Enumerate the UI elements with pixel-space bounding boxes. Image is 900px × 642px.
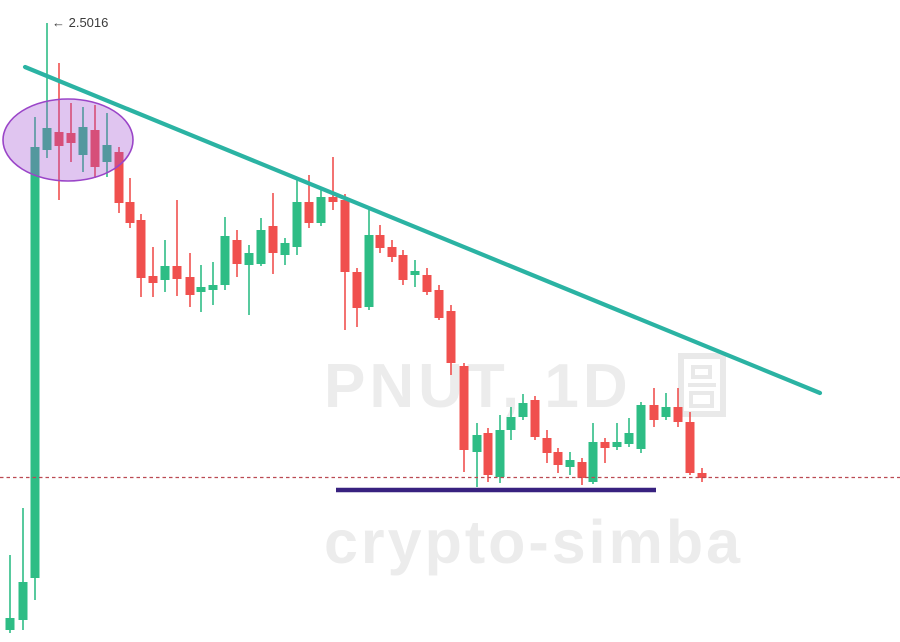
candle [685, 412, 695, 475]
candle [472, 423, 482, 487]
candle [18, 508, 28, 630]
candle [553, 448, 563, 473]
candle [340, 194, 350, 330]
candle [102, 113, 112, 177]
candle [697, 468, 707, 482]
candle [364, 208, 374, 310]
candle [588, 423, 598, 484]
candle [542, 430, 552, 463]
candle [220, 217, 230, 290]
candle [136, 214, 146, 297]
candle [244, 245, 254, 315]
candle [600, 438, 610, 463]
watermark-layer: PNUT, 1D crypto-simba [324, 352, 743, 576]
candle [42, 23, 52, 158]
candle [518, 394, 528, 420]
high-price-label: ← 2.5016 [52, 15, 108, 30]
candle [54, 63, 64, 200]
candle [292, 178, 302, 255]
candle [624, 418, 634, 447]
candle [232, 230, 242, 277]
candle [114, 147, 124, 213]
candle [78, 107, 88, 172]
candle [352, 268, 362, 327]
candle [268, 193, 278, 274]
brand-watermark: crypto-simba [324, 508, 743, 576]
candle [66, 103, 76, 162]
candle [375, 225, 385, 253]
candle [185, 253, 195, 307]
cjk-chart-watermark-glyph [678, 353, 726, 417]
candle [160, 240, 170, 292]
candle [446, 305, 456, 375]
candle [316, 188, 326, 226]
symbol-watermark: PNUT, 1D [324, 352, 632, 421]
candle [565, 452, 575, 475]
candle [410, 260, 420, 287]
highlight-ellipse[interactable] [2, 98, 134, 182]
candle [148, 247, 158, 297]
candle [256, 218, 266, 266]
candle [530, 396, 540, 440]
candle [483, 428, 493, 482]
candle [280, 238, 290, 265]
candle [5, 555, 15, 633]
candle [673, 388, 683, 427]
candle [90, 105, 100, 178]
candle [422, 268, 432, 295]
candles-series [5, 23, 707, 633]
candle [328, 157, 338, 210]
candle [30, 117, 40, 600]
candle [196, 265, 206, 312]
candle [495, 415, 505, 483]
candle [434, 285, 444, 320]
candle [612, 423, 622, 450]
candle [649, 388, 659, 427]
candle [506, 407, 516, 440]
candle [636, 402, 646, 453]
candle [577, 458, 587, 485]
trendline[interactable] [22, 64, 823, 396]
candle [172, 200, 182, 296]
candle [459, 363, 469, 472]
candle [661, 393, 671, 420]
candle [387, 240, 397, 262]
candle [125, 178, 135, 228]
candle [398, 250, 408, 285]
candle [208, 262, 218, 305]
